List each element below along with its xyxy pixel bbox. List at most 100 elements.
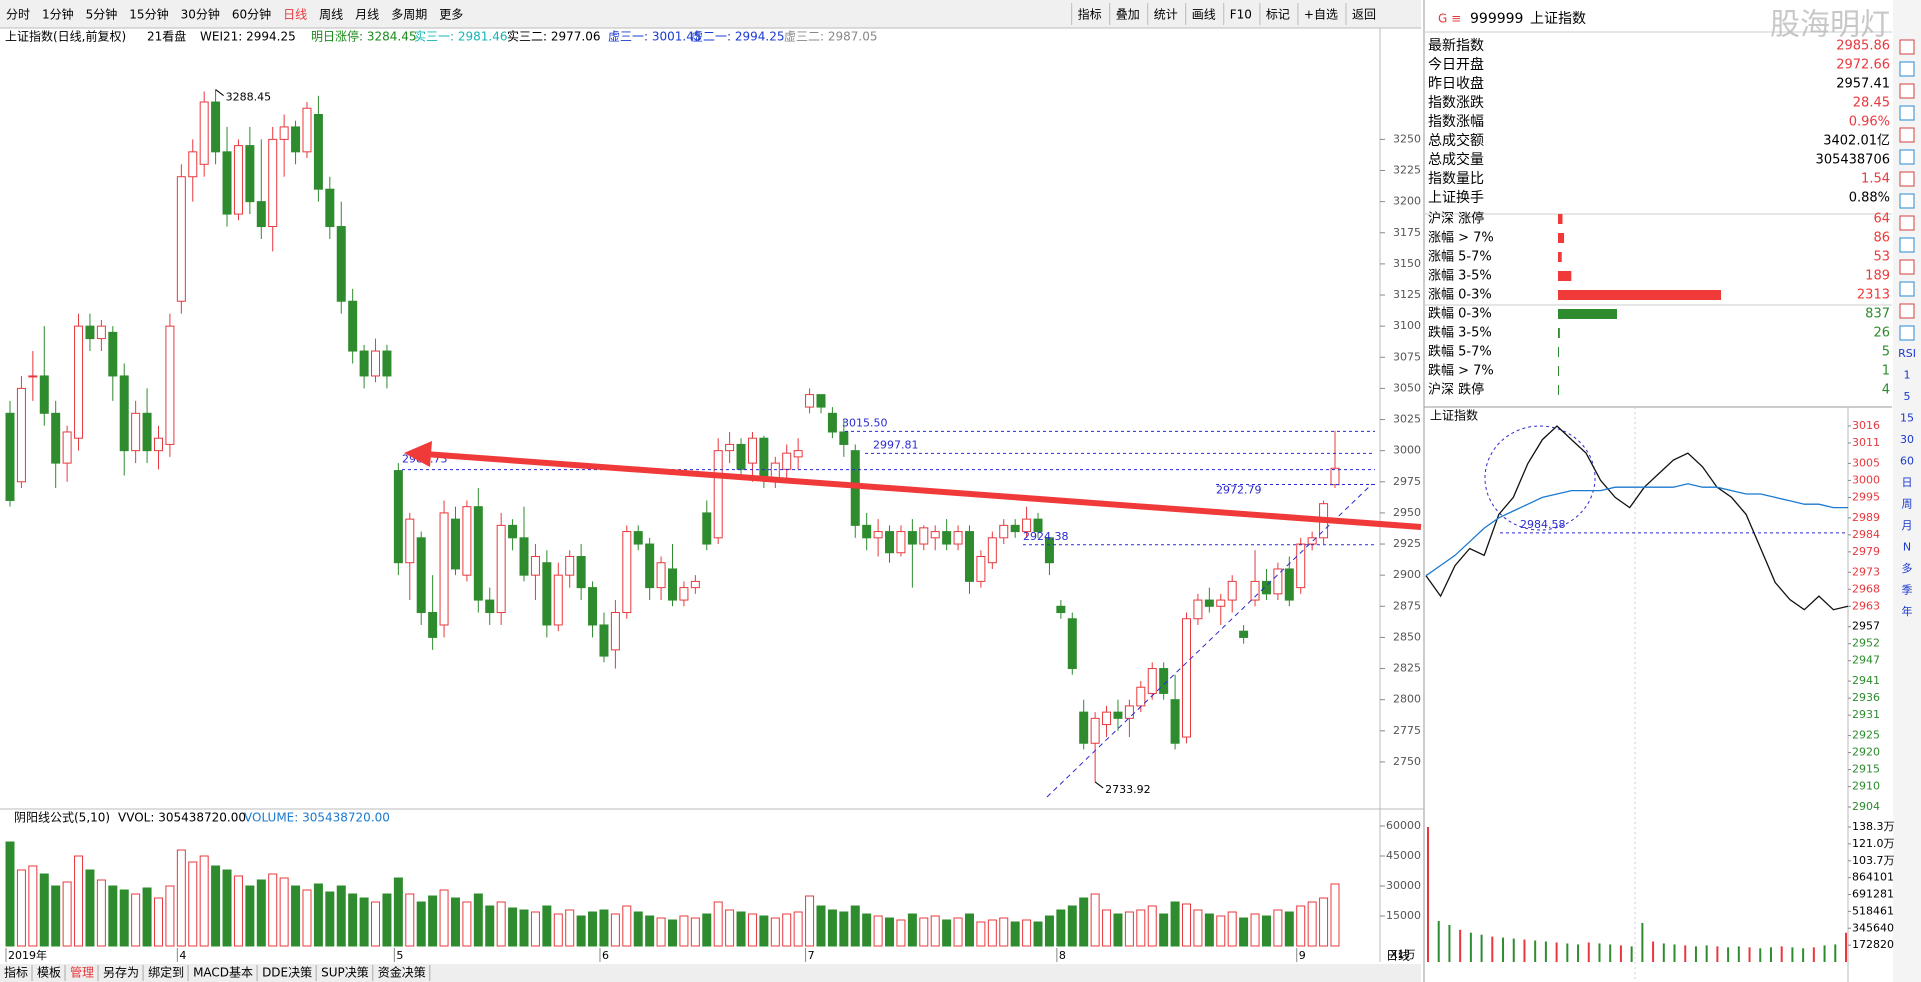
breadth-count: 64 [1873,212,1890,227]
side-button[interactable]: 月 [1902,519,1913,532]
side-icon[interactable] [1899,259,1915,275]
volume-bar [1307,901,1317,947]
intraday-tick-label: 2963 [1852,599,1880,612]
side-icon[interactable] [1899,149,1915,165]
volume-bar [827,909,837,947]
tool-button[interactable]: +自选 [1304,8,1338,22]
tool-button[interactable]: 返回 [1352,8,1376,22]
candle-body [1273,568,1283,595]
bottom-tab[interactable]: 资金决策 [378,965,426,980]
period-tab[interactable]: 5分钟 [86,7,118,22]
side-icon[interactable] [1899,303,1915,319]
tool-button[interactable]: 叠加 [1116,8,1140,22]
tool-button[interactable]: F10 [1230,8,1252,22]
bottom-tab[interactable]: 绑定到 [148,965,184,980]
volume-bar [736,911,746,947]
bottom-tab[interactable]: MACD基本 [193,966,253,980]
bottom-tab[interactable]: SUP决策 [321,966,369,980]
y-tick-label: 2825 [1393,662,1421,675]
period-tab[interactable]: 1分钟 [42,7,74,22]
tool-button[interactable]: 标记 [1266,8,1290,22]
bottom-tab[interactable]: 管理 [70,965,94,980]
intraday-tick-label: 2957 [1852,620,1880,633]
side-icon[interactable] [1899,193,1915,209]
side-button[interactable]: 30 [1900,433,1914,446]
period-tab[interactable]: 30分钟 [181,7,220,22]
period-tab[interactable]: 60分钟 [232,7,271,22]
candle-body [142,412,152,452]
candle-body [668,568,677,601]
y-tick-label: 2975 [1393,475,1421,488]
intraday-tick-label: 2973 [1852,565,1880,578]
side-button[interactable]: 15 [1900,412,1914,425]
side-icon[interactable] [1899,171,1915,187]
intraday-tick-label: 2925 [1852,729,1880,742]
side-button[interactable]: 日 [1902,476,1913,489]
breadth-bar [1558,309,1617,319]
side-button[interactable]: 5 [1904,390,1911,403]
side-button[interactable]: 年 [1902,604,1913,618]
side-icon[interactable] [1899,237,1915,253]
period-tab[interactable]: 周线 [319,8,343,22]
period-tab[interactable]: 更多 [439,8,463,22]
volume-bar [610,913,620,947]
candle-body [1033,518,1043,533]
quote-value: 3402.01亿 [1823,134,1890,149]
candle-body [679,587,689,601]
volume-bar [1044,915,1054,947]
side-button[interactable]: 季 [1902,584,1913,597]
period-tab[interactable]: 日线 [283,8,307,22]
candle-body [1227,580,1237,601]
tool-button[interactable]: 指标 [1078,7,1102,22]
side-button[interactable]: 60 [1900,455,1914,468]
candle-body [885,531,895,554]
bottom-tab[interactable]: 模板 [37,966,61,980]
side-icon[interactable] [1899,61,1915,77]
candle-body [1330,467,1340,486]
intraday-line [1425,483,1848,577]
candle-body [827,412,837,433]
period-tab[interactable]: 多周期 [391,8,427,22]
candle-body [416,537,426,614]
tool-button[interactable]: 画线 [1192,8,1216,22]
bottom-tab[interactable]: DDE决策 [262,966,312,980]
side-icon[interactable] [1899,105,1915,121]
candle-body [725,443,735,452]
bottom-tab[interactable]: 另存为 [103,966,139,980]
period-tab[interactable]: 月线 [355,8,379,22]
period-tab[interactable]: 分时 [6,8,30,22]
y-tick-label: 2750 [1393,755,1421,768]
intraday-tick-label: 2941 [1852,674,1880,687]
volume-bar [496,901,506,947]
volume-info: VOLUME: 305438720.00 [244,811,390,825]
side-icon[interactable] [1899,325,1915,341]
side-icon[interactable] [1899,215,1915,231]
side-icon[interactable] [1899,127,1915,143]
side-icon[interactable] [1899,281,1915,297]
bottom-tab[interactable]: 指标 [4,965,28,980]
volume-bar [1216,915,1226,947]
y-tick-label: 2800 [1393,693,1421,706]
volume-bar [279,877,289,947]
side-icon[interactable] [1899,39,1915,55]
candle-body [222,151,232,215]
period-tab[interactable]: 15分钟 [129,7,168,22]
side-icon[interactable] [1899,83,1915,99]
breadth-count: 4 [1882,383,1890,398]
y-tick-label: 2900 [1393,568,1421,581]
volume-bar [942,919,952,947]
volume-bar [153,897,163,947]
candle-body [1239,630,1249,638]
volume-bar [119,889,129,947]
volume-bar [1296,905,1306,947]
candle-body [233,145,243,215]
volume-bar [953,917,963,947]
side-button[interactable]: RSI [1898,347,1916,360]
candle-body [485,599,495,614]
quote-code: 999999 [1470,11,1523,27]
tool-button[interactable]: 统计 [1154,8,1178,22]
side-button[interactable]: N [1903,541,1911,554]
side-button[interactable]: 多 [1902,561,1913,575]
side-button[interactable]: 周 [1902,498,1913,511]
side-button[interactable]: 1 [1904,369,1911,382]
